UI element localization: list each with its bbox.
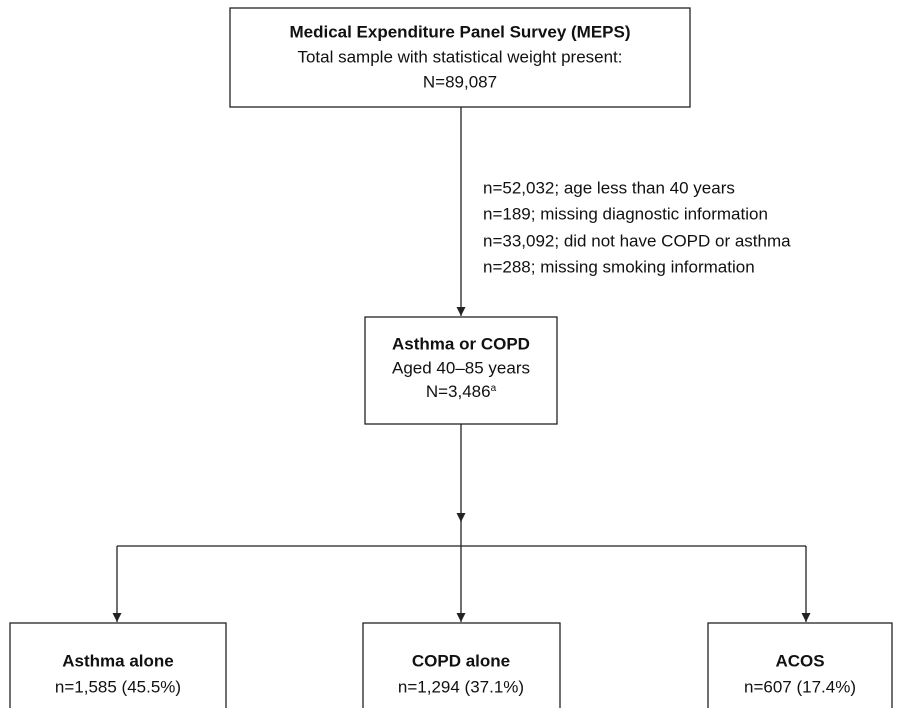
node-title: ACOS: [775, 651, 824, 670]
exclusion: n=288; missing smoking information: [483, 257, 755, 276]
node-box: [362, 622, 561, 713]
node-title: Asthma or COPD: [392, 334, 530, 353]
node-box: [364, 316, 558, 425]
node-box: [229, 7, 691, 108]
node-box: [9, 622, 227, 713]
node-title: Medical Expenditure Panel Survey (MEPS): [289, 22, 630, 41]
node-line: n=1,585 (45.5%): [55, 677, 181, 696]
node-title: COPD alone: [412, 651, 510, 670]
node-line-group: N=3,486a: [426, 382, 497, 401]
exclusion: n=33,092; did not have COPD or asthma: [483, 231, 791, 250]
node-line: N=3,486: [426, 382, 491, 401]
exclusion: n=52,032; age less than 40 years: [483, 178, 735, 197]
node-line: N=89,087: [423, 72, 497, 91]
node-line: Aged 40–85 years: [392, 358, 530, 377]
node-box: [707, 622, 893, 713]
node-line: Total sample with statistical weight pre…: [297, 47, 622, 66]
exclusion: n=189; missing diagnostic information: [483, 204, 768, 223]
node-line: n=1,294 (37.1%): [398, 677, 524, 696]
node-title: Asthma alone: [62, 651, 173, 670]
node-line: n=607 (17.4%): [744, 677, 856, 696]
footnote-marker: a: [491, 383, 497, 394]
